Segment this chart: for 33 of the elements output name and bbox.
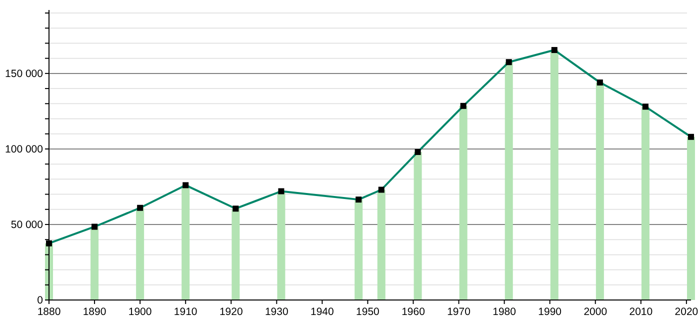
bar <box>504 62 513 300</box>
y-tick-label: 50 000 <box>10 219 44 232</box>
x-tick-label: 1910 <box>174 306 198 318</box>
x-tick-label: 2000 <box>584 306 608 318</box>
x-tick-label: 1920 <box>219 306 243 318</box>
bar <box>232 208 240 300</box>
x-tick-label: 1950 <box>356 306 380 318</box>
y-tick-label: 0 <box>37 294 44 307</box>
x-tick-label: 1960 <box>402 306 426 318</box>
x-tick-label: 2020 <box>674 306 698 318</box>
bar <box>277 191 286 300</box>
x-tick-label: 1930 <box>264 306 288 318</box>
bar <box>459 106 468 300</box>
x-tick-label: 1890 <box>82 306 106 318</box>
bar <box>550 50 558 300</box>
bar <box>377 190 386 300</box>
bar <box>90 226 99 300</box>
bar <box>136 208 144 300</box>
bar <box>414 152 422 300</box>
x-tick-label: 2010 <box>629 306 653 318</box>
x-tick-label: 1940 <box>310 306 334 318</box>
x-tick-label: 1980 <box>492 306 516 318</box>
x-tick-label: 1970 <box>447 306 471 318</box>
bar <box>182 185 190 300</box>
y-tick-label: 150 000 <box>5 68 44 80</box>
x-tick-label: 1990 <box>538 306 562 318</box>
bar <box>687 136 695 300</box>
y-tick-label: 100 000 <box>5 144 44 156</box>
bar <box>596 82 604 300</box>
bar <box>641 106 650 300</box>
x-tick-label: 1880 <box>37 306 61 318</box>
x-tick-label: 1900 <box>128 306 152 318</box>
bar <box>354 200 363 300</box>
